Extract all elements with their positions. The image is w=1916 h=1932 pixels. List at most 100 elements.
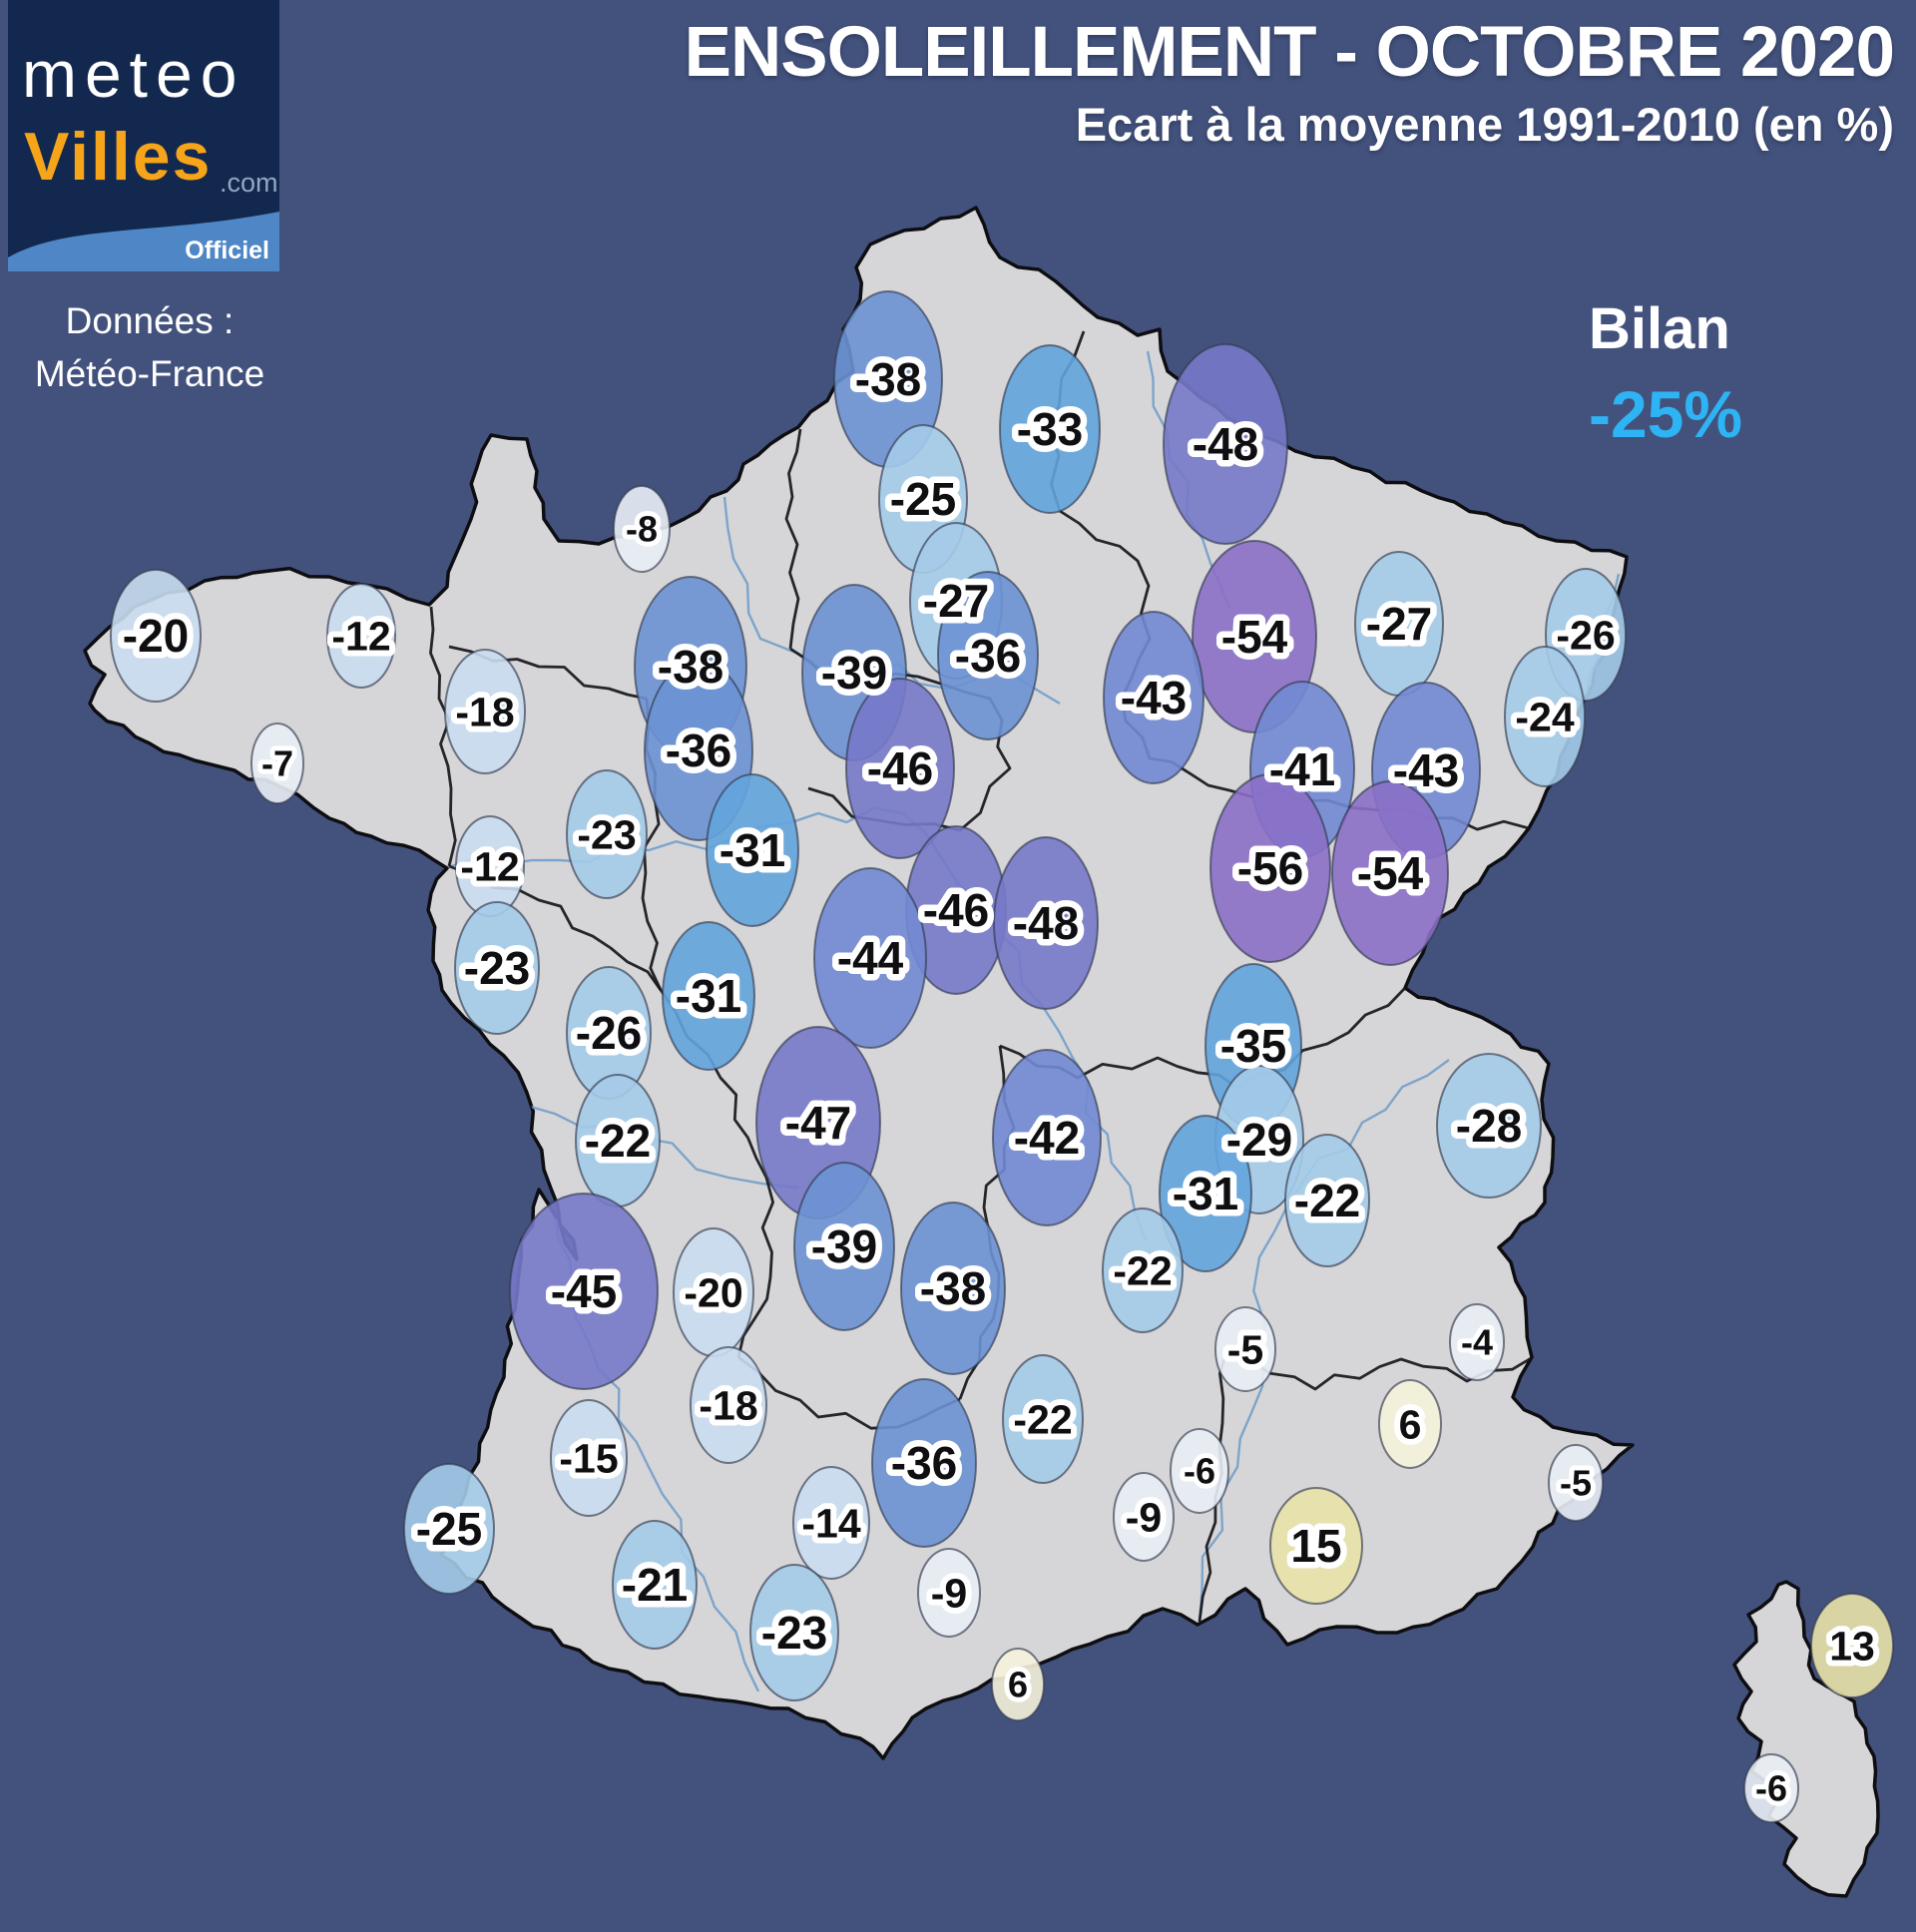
- anomaly-value-label: -5: [1227, 1326, 1263, 1372]
- anomaly-value-label: -9: [1126, 1494, 1162, 1540]
- anomaly-bubble: [991, 1648, 1045, 1721]
- anomaly-bubble: [813, 867, 927, 1049]
- anomaly-value-label: -38: [855, 353, 921, 405]
- region-border: [429, 606, 457, 867]
- anomaly-value-label: -9: [931, 1570, 967, 1616]
- anomaly-bubble: [550, 1399, 628, 1517]
- anomaly-value-label: -8: [626, 509, 658, 550]
- anomaly-value-label: -31: [676, 970, 741, 1022]
- anomaly-value-label: -12: [331, 613, 390, 659]
- anomaly-bubble: [992, 1049, 1102, 1226]
- anomaly-value-label: -20: [684, 1269, 742, 1315]
- anomaly-bubble: [1284, 1134, 1370, 1267]
- anomaly-bubble: [1449, 1303, 1505, 1381]
- land-layer: [83, 206, 1880, 1898]
- anomaly-bubble: [509, 1193, 659, 1390]
- anomaly-value-label: -48: [1013, 897, 1079, 949]
- anomaly-value-label: -5: [1560, 1463, 1592, 1504]
- anomaly-value-label: -25: [890, 473, 956, 525]
- bubble-labels: -38 -33 -48 -25 -8 -20 -12 -27 -54 -27 -26 -18 -24 -3…: [116, 347, 1881, 1814]
- logo-badge-officiel: Officiel: [185, 237, 269, 264]
- anomaly-value-label: -28: [1456, 1100, 1522, 1152]
- summary-label: Bilan: [1589, 296, 1730, 361]
- page-title: ENSOLEILLEMENT - OCTOBRE 2020: [684, 13, 1895, 92]
- anomaly-value-label: -38: [920, 1262, 986, 1314]
- anomaly-value-label: -54: [1221, 611, 1288, 663]
- anomaly-value-label: -36: [666, 724, 731, 776]
- logo-swoosh: [8, 212, 279, 271]
- anomaly-bubble: [871, 1378, 977, 1548]
- anomaly-value-label: -29: [1226, 1114, 1292, 1166]
- anomaly-value-label: -12: [460, 843, 519, 889]
- anomaly-bubble: [1331, 780, 1449, 966]
- anomaly-bubble: [706, 773, 799, 927]
- anomaly-bubble: [900, 1202, 1006, 1375]
- anomaly-bubble: [1269, 1487, 1363, 1605]
- data-source: Données : Météo-France: [0, 295, 299, 400]
- logo-word-villes: Villes: [24, 119, 213, 195]
- summary-block: Bilan -25%: [1589, 295, 1742, 452]
- anomaly-value-label: -27: [923, 575, 989, 627]
- anomaly-value-label: 15: [1290, 1520, 1341, 1572]
- anomaly-bubble: [1743, 1753, 1799, 1823]
- anomaly-bubble: [403, 1463, 495, 1595]
- data-source-line1: Données :: [65, 300, 235, 341]
- anomaly-bubble: [566, 769, 648, 899]
- anomaly-value-label: -22: [585, 1115, 651, 1167]
- anomaly-value-label: -39: [821, 647, 887, 699]
- anomaly-value-label: -22: [1113, 1247, 1172, 1293]
- anomaly-bubble: [1548, 1444, 1604, 1522]
- anomaly-value-label: -31: [719, 824, 785, 876]
- anomaly-value-label: -46: [923, 884, 989, 936]
- anomaly-bubble: [845, 678, 955, 859]
- anomaly-value-label: 13: [1829, 1623, 1875, 1669]
- anomaly-value-label: -45: [551, 1265, 617, 1317]
- anomaly-bubble: [793, 1162, 895, 1331]
- anomaly-value-label: -18: [455, 689, 514, 734]
- anomaly-bubble: [1159, 1115, 1252, 1272]
- anomaly-bubble: [1436, 1053, 1542, 1199]
- logo-word-meteo: meteo: [22, 37, 245, 111]
- anomaly-value-label: -42: [1014, 1112, 1080, 1164]
- anomaly-value-label: -41: [1269, 743, 1335, 795]
- anomaly-bubble: [1163, 343, 1288, 545]
- anomaly-value-label: -21: [622, 1559, 688, 1611]
- anomaly-bubble: [662, 921, 755, 1071]
- anomaly-bubble: [749, 1564, 839, 1701]
- anomaly-value-label: -18: [699, 1382, 757, 1428]
- anomaly-value-label: -54: [1357, 847, 1424, 899]
- anomaly-value-label: -27: [1366, 598, 1432, 650]
- anomaly-value-label: -43: [1121, 672, 1187, 724]
- anomaly-value-label: -26: [1556, 612, 1615, 658]
- anomaly-bubble: [937, 571, 1039, 740]
- logo-suffix: .com: [220, 168, 278, 198]
- anomaly-bubble: [1810, 1593, 1894, 1698]
- anomaly-bubble: [1170, 1428, 1229, 1514]
- anomaly-bubble: [1103, 611, 1204, 784]
- anomaly-bubble: [1378, 1379, 1442, 1469]
- anomaly-value-label: 6: [1399, 1401, 1422, 1447]
- anomaly-value-label: -20: [123, 610, 189, 662]
- title-block: ENSOLEILLEMENT - OCTOBRE 2020 Ecart à la…: [684, 12, 1895, 152]
- anomaly-value-label: -23: [577, 811, 636, 857]
- anomaly-value-label: -6: [1184, 1451, 1215, 1492]
- region-border: [784, 428, 802, 650]
- anomaly-value-label: -36: [891, 1437, 957, 1489]
- anomaly-value-label: -25: [416, 1503, 482, 1555]
- summary-value: -25%: [1589, 377, 1743, 451]
- bubble-layer: [110, 290, 1894, 1823]
- anomaly-value-label: -43: [1393, 744, 1459, 796]
- anomaly-value-label: -44: [837, 932, 904, 984]
- anomaly-bubble: [917, 1548, 981, 1638]
- meteovilles-logo: meteo Villes .com Officiel: [8, 0, 279, 271]
- river: [1198, 1059, 1450, 1623]
- anomaly-bubble: [1113, 1472, 1175, 1562]
- anomaly-value-label: -38: [658, 641, 723, 693]
- anomaly-bubble: [1002, 1354, 1084, 1484]
- anomaly-value-label: -46: [867, 742, 933, 794]
- anomaly-value-label: -56: [1237, 842, 1303, 894]
- anomaly-value-label: -4: [1461, 1322, 1493, 1363]
- anomaly-bubble: [612, 1520, 698, 1650]
- anomaly-value-label: -26: [576, 1007, 642, 1059]
